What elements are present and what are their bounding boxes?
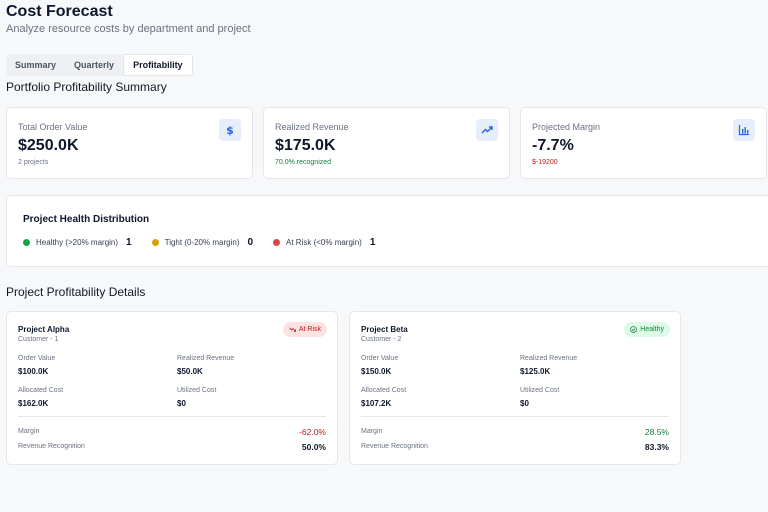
metric-sub: 70.0% recognized: [275, 159, 332, 166]
recognition-label: Revenue Recognition: [18, 443, 85, 450]
legend-item-healthy: Healthy (>20% margin) 1: [23, 237, 132, 248]
summary-section-title: Portfolio Profitability Summary: [6, 80, 167, 94]
legend-count: 1: [369, 237, 376, 248]
project-name: Project Beta: [361, 325, 408, 334]
tab-bar: Summary Quarterly Profitability: [6, 54, 193, 76]
project-name: Project Alpha: [18, 325, 70, 334]
margin-label: Margin: [18, 428, 40, 435]
metric-label: Realized Revenue: [275, 122, 349, 132]
tab-quarterly[interactable]: Quarterly: [74, 60, 115, 70]
utilized-cost: $0: [520, 399, 529, 408]
metric-sub: $-19200: [532, 159, 558, 166]
healthy-dot-icon: [23, 239, 30, 246]
allocated-cost-label: Allocated Cost: [361, 387, 407, 394]
health-title: Project Health Distribution: [23, 214, 150, 225]
svg-text:$: $: [226, 124, 234, 136]
margin-value: 28.5%: [644, 427, 669, 437]
allocated-cost-label: Allocated Cost: [18, 387, 64, 394]
tab-summary[interactable]: Summary: [15, 60, 57, 70]
check-circle-icon: [630, 326, 638, 333]
divider: [361, 416, 669, 417]
at-risk-dot-icon: [273, 239, 281, 246]
order-value: $100.0K: [18, 367, 49, 376]
utilized-cost: $0: [177, 399, 186, 408]
page-subtitle: Analyze resource costs by department and…: [6, 23, 251, 35]
legend-count: 0: [247, 237, 254, 248]
project-customer: Customer - 1: [18, 336, 59, 343]
metric-card-total-order-value: Total Order Value $250.0K 2 projects $: [6, 107, 253, 179]
project-customer: Customer - 2: [361, 336, 402, 343]
health-legend: Healthy (>20% margin) 1 Tight (0-20% mar…: [23, 237, 395, 248]
status-badge-label: Healthy: [640, 326, 664, 333]
order-value: $150.0K: [361, 367, 392, 376]
project-card-alpha[interactable]: Project Alpha Customer - 1 At Risk Order…: [6, 311, 338, 465]
metric-value: $250.0K: [18, 137, 79, 154]
status-badge-label: At Risk: [298, 326, 321, 333]
divider: [18, 416, 326, 417]
dollar-icon: $: [219, 119, 241, 141]
health-distribution-card: Project Health Distribution Healthy (>20…: [6, 195, 768, 267]
metric-value: -7.7%: [532, 137, 574, 154]
tight-dot-icon: [151, 239, 159, 246]
metric-card-realized-revenue: Realized Revenue $175.0K 70.0% recognize…: [263, 107, 510, 179]
details-section-title: Project Profitability Details: [6, 285, 146, 299]
order-value-label: Order Value: [18, 355, 56, 362]
status-badge: At Risk: [282, 322, 327, 337]
legend-item-at-risk: At Risk (<0% margin) 1: [273, 237, 375, 248]
trending-down-icon: [288, 327, 296, 332]
realized-revenue: $125.0K: [520, 367, 551, 376]
bar-chart-icon: [733, 119, 755, 141]
margin-label: Margin: [361, 428, 383, 435]
utilized-cost-label: Utilized Cost: [520, 387, 560, 394]
metric-label: Total Order Value: [18, 122, 88, 132]
legend-label: Tight (0-20% margin): [164, 238, 240, 247]
trending-up-icon: [476, 119, 498, 141]
metric-sub: 2 projects: [18, 159, 49, 166]
allocated-cost: $162.0K: [18, 399, 49, 408]
project-card-beta[interactable]: Project Beta Customer - 2 Healthy Order …: [349, 311, 681, 465]
legend-item-tight: Tight (0-20% margin) 0: [151, 237, 254, 248]
legend-label: At Risk (<0% margin): [286, 238, 362, 247]
utilized-cost-label: Utilized Cost: [177, 387, 217, 394]
realized-revenue: $50.0K: [177, 367, 203, 376]
tab-profitability[interactable]: Profitability: [123, 54, 193, 76]
metric-label: Projected Margin: [532, 122, 601, 132]
allocated-cost: $107.2K: [361, 399, 392, 408]
metric-card-projected-margin: Projected Margin -7.7% $-19200: [520, 107, 767, 179]
legend-label: Healthy (>20% margin): [36, 238, 119, 247]
order-value-label: Order Value: [361, 355, 399, 362]
status-badge: Healthy: [624, 322, 670, 337]
recognition-value: 83.3%: [644, 442, 669, 452]
recognition-value: 50.0%: [301, 442, 326, 452]
realized-revenue-label: Realized Revenue: [177, 355, 235, 362]
page-title: Cost Forecast: [6, 3, 113, 20]
realized-revenue-label: Realized Revenue: [520, 355, 578, 362]
recognition-label: Revenue Recognition: [361, 443, 428, 450]
metric-value: $175.0K: [275, 137, 336, 154]
legend-count: 1: [126, 237, 132, 248]
margin-value: -62.0%: [299, 427, 326, 437]
